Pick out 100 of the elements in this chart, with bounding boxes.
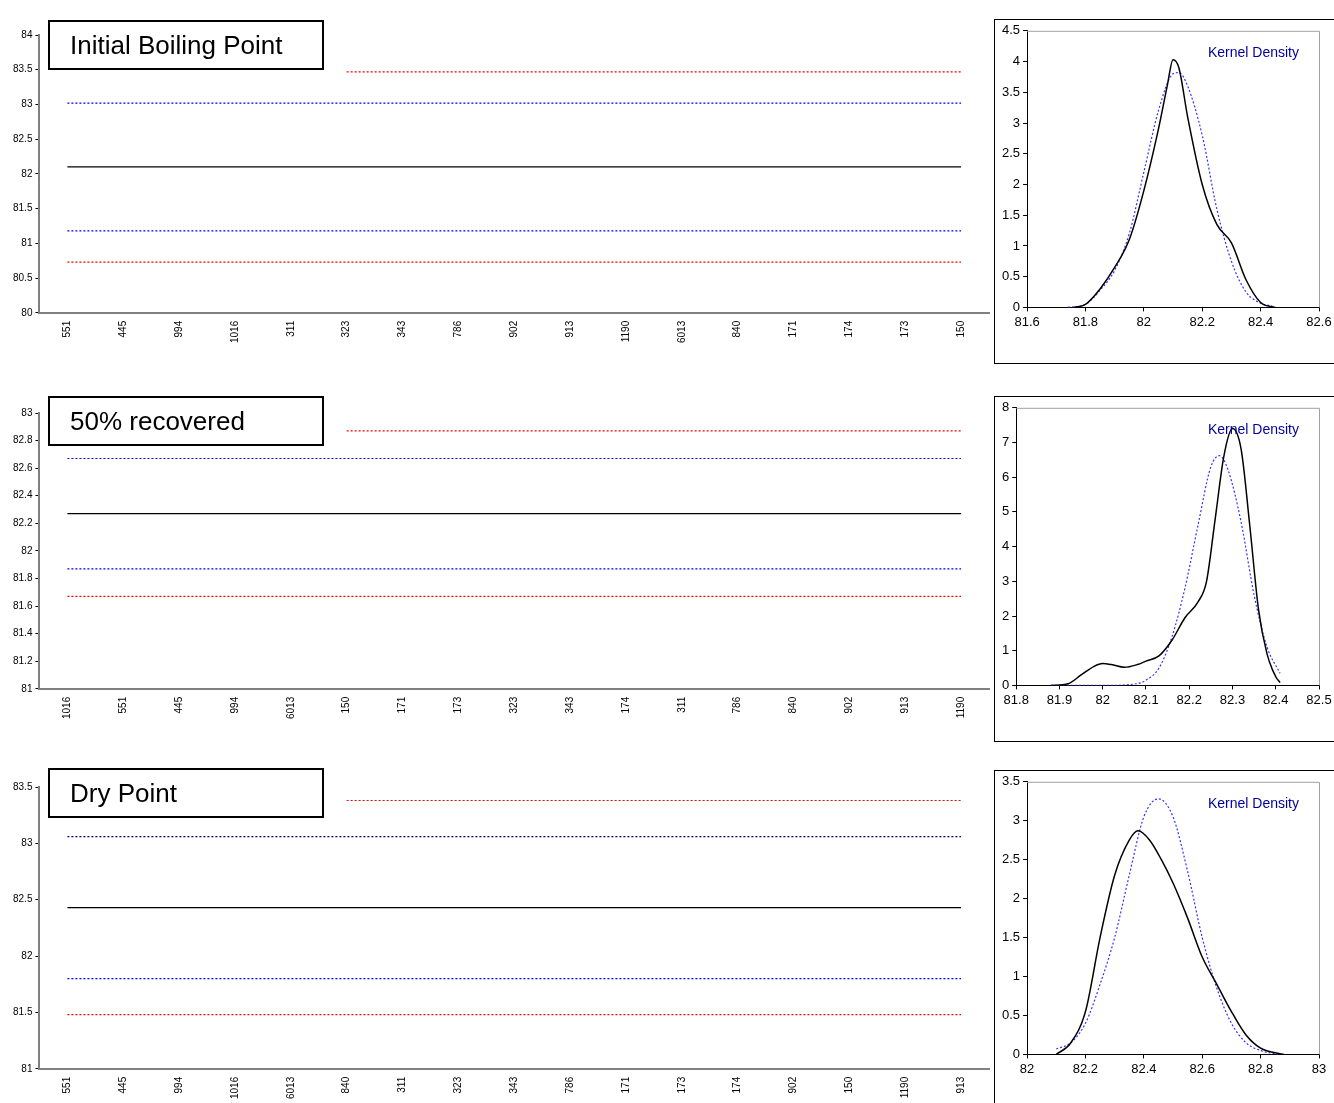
y-tick-label: 80: [21, 306, 33, 318]
y-tick-label: 83.5: [12, 63, 33, 75]
annotation: Kernel Density: [1207, 43, 1299, 60]
chart-title: 50% recovered: [48, 396, 324, 446]
y-tick-label: 81: [21, 682, 33, 694]
y-tick-label: 82: [21, 167, 33, 179]
x-tick-label: 82.2: [1189, 313, 1215, 329]
x-tick-label: 173: [675, 1076, 687, 1094]
x-tick-label: 445: [117, 320, 128, 338]
x-tick-label: 1016: [61, 696, 73, 719]
x-tick-label: 1016: [228, 320, 240, 343]
y-tick-label: 1.5: [1001, 929, 1021, 945]
y-tick-label: 81.5: [12, 1006, 33, 1018]
x-tick-label: 173: [452, 696, 464, 714]
y-tick-label: 0: [1012, 1045, 1021, 1061]
y-tick-label: 2: [1012, 176, 1021, 192]
y-tick-label: 81.4: [12, 627, 33, 639]
x-tick-label: 840: [340, 1076, 352, 1094]
y-tick-label: 82.2: [12, 517, 33, 529]
y-tick-label: 83: [21, 837, 33, 849]
annotation: Kernel Density: [1207, 794, 1299, 811]
x-tick-label: 902: [507, 320, 519, 338]
y-tick-label: 0: [1012, 298, 1021, 314]
y-tick-label: 7: [1002, 434, 1010, 450]
y-tick-label: 80.5: [12, 271, 33, 283]
x-tick-label: 913: [954, 1076, 966, 1094]
x-tick-label: 174: [619, 696, 631, 714]
y-tick-label: 81: [21, 1062, 33, 1074]
y-tick-label: 1: [1012, 237, 1021, 253]
y-tick-label: 3: [1002, 572, 1010, 588]
y-tick-label: 82.4: [12, 489, 33, 501]
y-tick-label: 81.2: [12, 654, 33, 666]
y-tick-label: 82.8: [12, 434, 33, 446]
x-tick-label: 343: [563, 696, 575, 714]
y-tick-label: 5: [1002, 503, 1010, 519]
y-tick-label: 2: [1002, 607, 1010, 623]
y-tick-label: 83: [21, 406, 33, 418]
x-tick-label: 994: [172, 1076, 184, 1094]
x-tick-label: 551: [61, 320, 73, 338]
y-tick-label: 3: [1012, 812, 1021, 828]
y-tick-label: 1: [1012, 968, 1021, 984]
x-tick-label: 1190: [954, 696, 966, 719]
x-tick-label: 173: [898, 320, 910, 338]
x-tick-label: 171: [619, 1076, 631, 1094]
annotation: Kernel Density: [1207, 420, 1299, 437]
x-tick-label: 343: [396, 320, 408, 338]
x-tick-label: 82.4: [1247, 313, 1274, 329]
x-tick-label: 174: [843, 320, 855, 338]
y-tick-label: 2.5: [1001, 145, 1021, 161]
y-tick-label: 0: [1002, 676, 1010, 692]
x-tick-label: 323: [452, 1076, 464, 1094]
x-tick-label: 150: [843, 1076, 855, 1094]
x-tick-label: 445: [172, 696, 184, 714]
x-tick-label: 994: [228, 696, 240, 714]
x-tick-label: 82.2: [1072, 1060, 1099, 1076]
x-tick-label: 82: [1095, 691, 1110, 707]
x-tick-label: 551: [117, 696, 128, 714]
y-tick-label: 2: [1012, 890, 1021, 906]
y-tick-label: 81.6: [12, 599, 33, 611]
x-tick-label: 171: [787, 320, 799, 338]
x-tick-label: 902: [787, 1076, 799, 1094]
y-tick-label: 82: [21, 544, 33, 556]
y-tick-label: 2.5: [1001, 851, 1021, 867]
x-tick-label: 840: [787, 696, 799, 714]
x-tick-label: 6013: [284, 1076, 296, 1099]
x-tick-label: 82.4: [1263, 691, 1289, 707]
y-tick-label: 1.5: [1001, 206, 1021, 222]
y-tick-label: 84: [21, 28, 33, 40]
y-tick-label: 82: [21, 949, 33, 961]
x-tick-label: 311: [675, 696, 687, 713]
y-tick-label: 83: [21, 98, 33, 110]
x-tick-label: 82.5: [1306, 691, 1332, 707]
x-tick-label: 311: [284, 320, 296, 337]
y-tick-label: 81.8: [12, 572, 33, 584]
chart-title: Dry Point: [48, 768, 324, 818]
x-tick-label: 82.1: [1133, 691, 1159, 707]
y-tick-label: 1: [1002, 642, 1010, 658]
y-tick-label: 83.5: [12, 780, 33, 792]
x-tick-label: 82.2: [1176, 691, 1202, 707]
x-tick-label: 786: [452, 320, 464, 338]
x-tick-label: 786: [731, 696, 743, 714]
x-tick-label: 82.8: [1247, 1060, 1274, 1076]
y-tick-label: 81.5: [12, 202, 33, 214]
x-tick-label: 171: [396, 696, 408, 714]
x-tick-label: 150: [340, 696, 352, 714]
y-tick-label: 3.5: [1001, 773, 1021, 789]
x-tick-label: 840: [731, 320, 743, 338]
x-tick-label: 323: [507, 696, 519, 714]
y-tick-label: 8: [1002, 399, 1010, 415]
x-tick-label: 150: [954, 320, 966, 338]
x-tick-label: 1190: [619, 320, 631, 343]
y-tick-label: 81: [21, 237, 33, 249]
x-tick-label: 994: [172, 320, 184, 338]
x-tick-label: 551: [61, 1076, 73, 1094]
x-tick-label: 1016: [228, 1076, 240, 1099]
y-tick-label: 0.5: [1001, 1007, 1021, 1023]
x-tick-label: 1190: [898, 1076, 910, 1099]
x-tick-label: 902: [843, 696, 855, 714]
x-tick-label: 445: [117, 1076, 128, 1094]
x-tick-label: 82.4: [1131, 1060, 1157, 1076]
